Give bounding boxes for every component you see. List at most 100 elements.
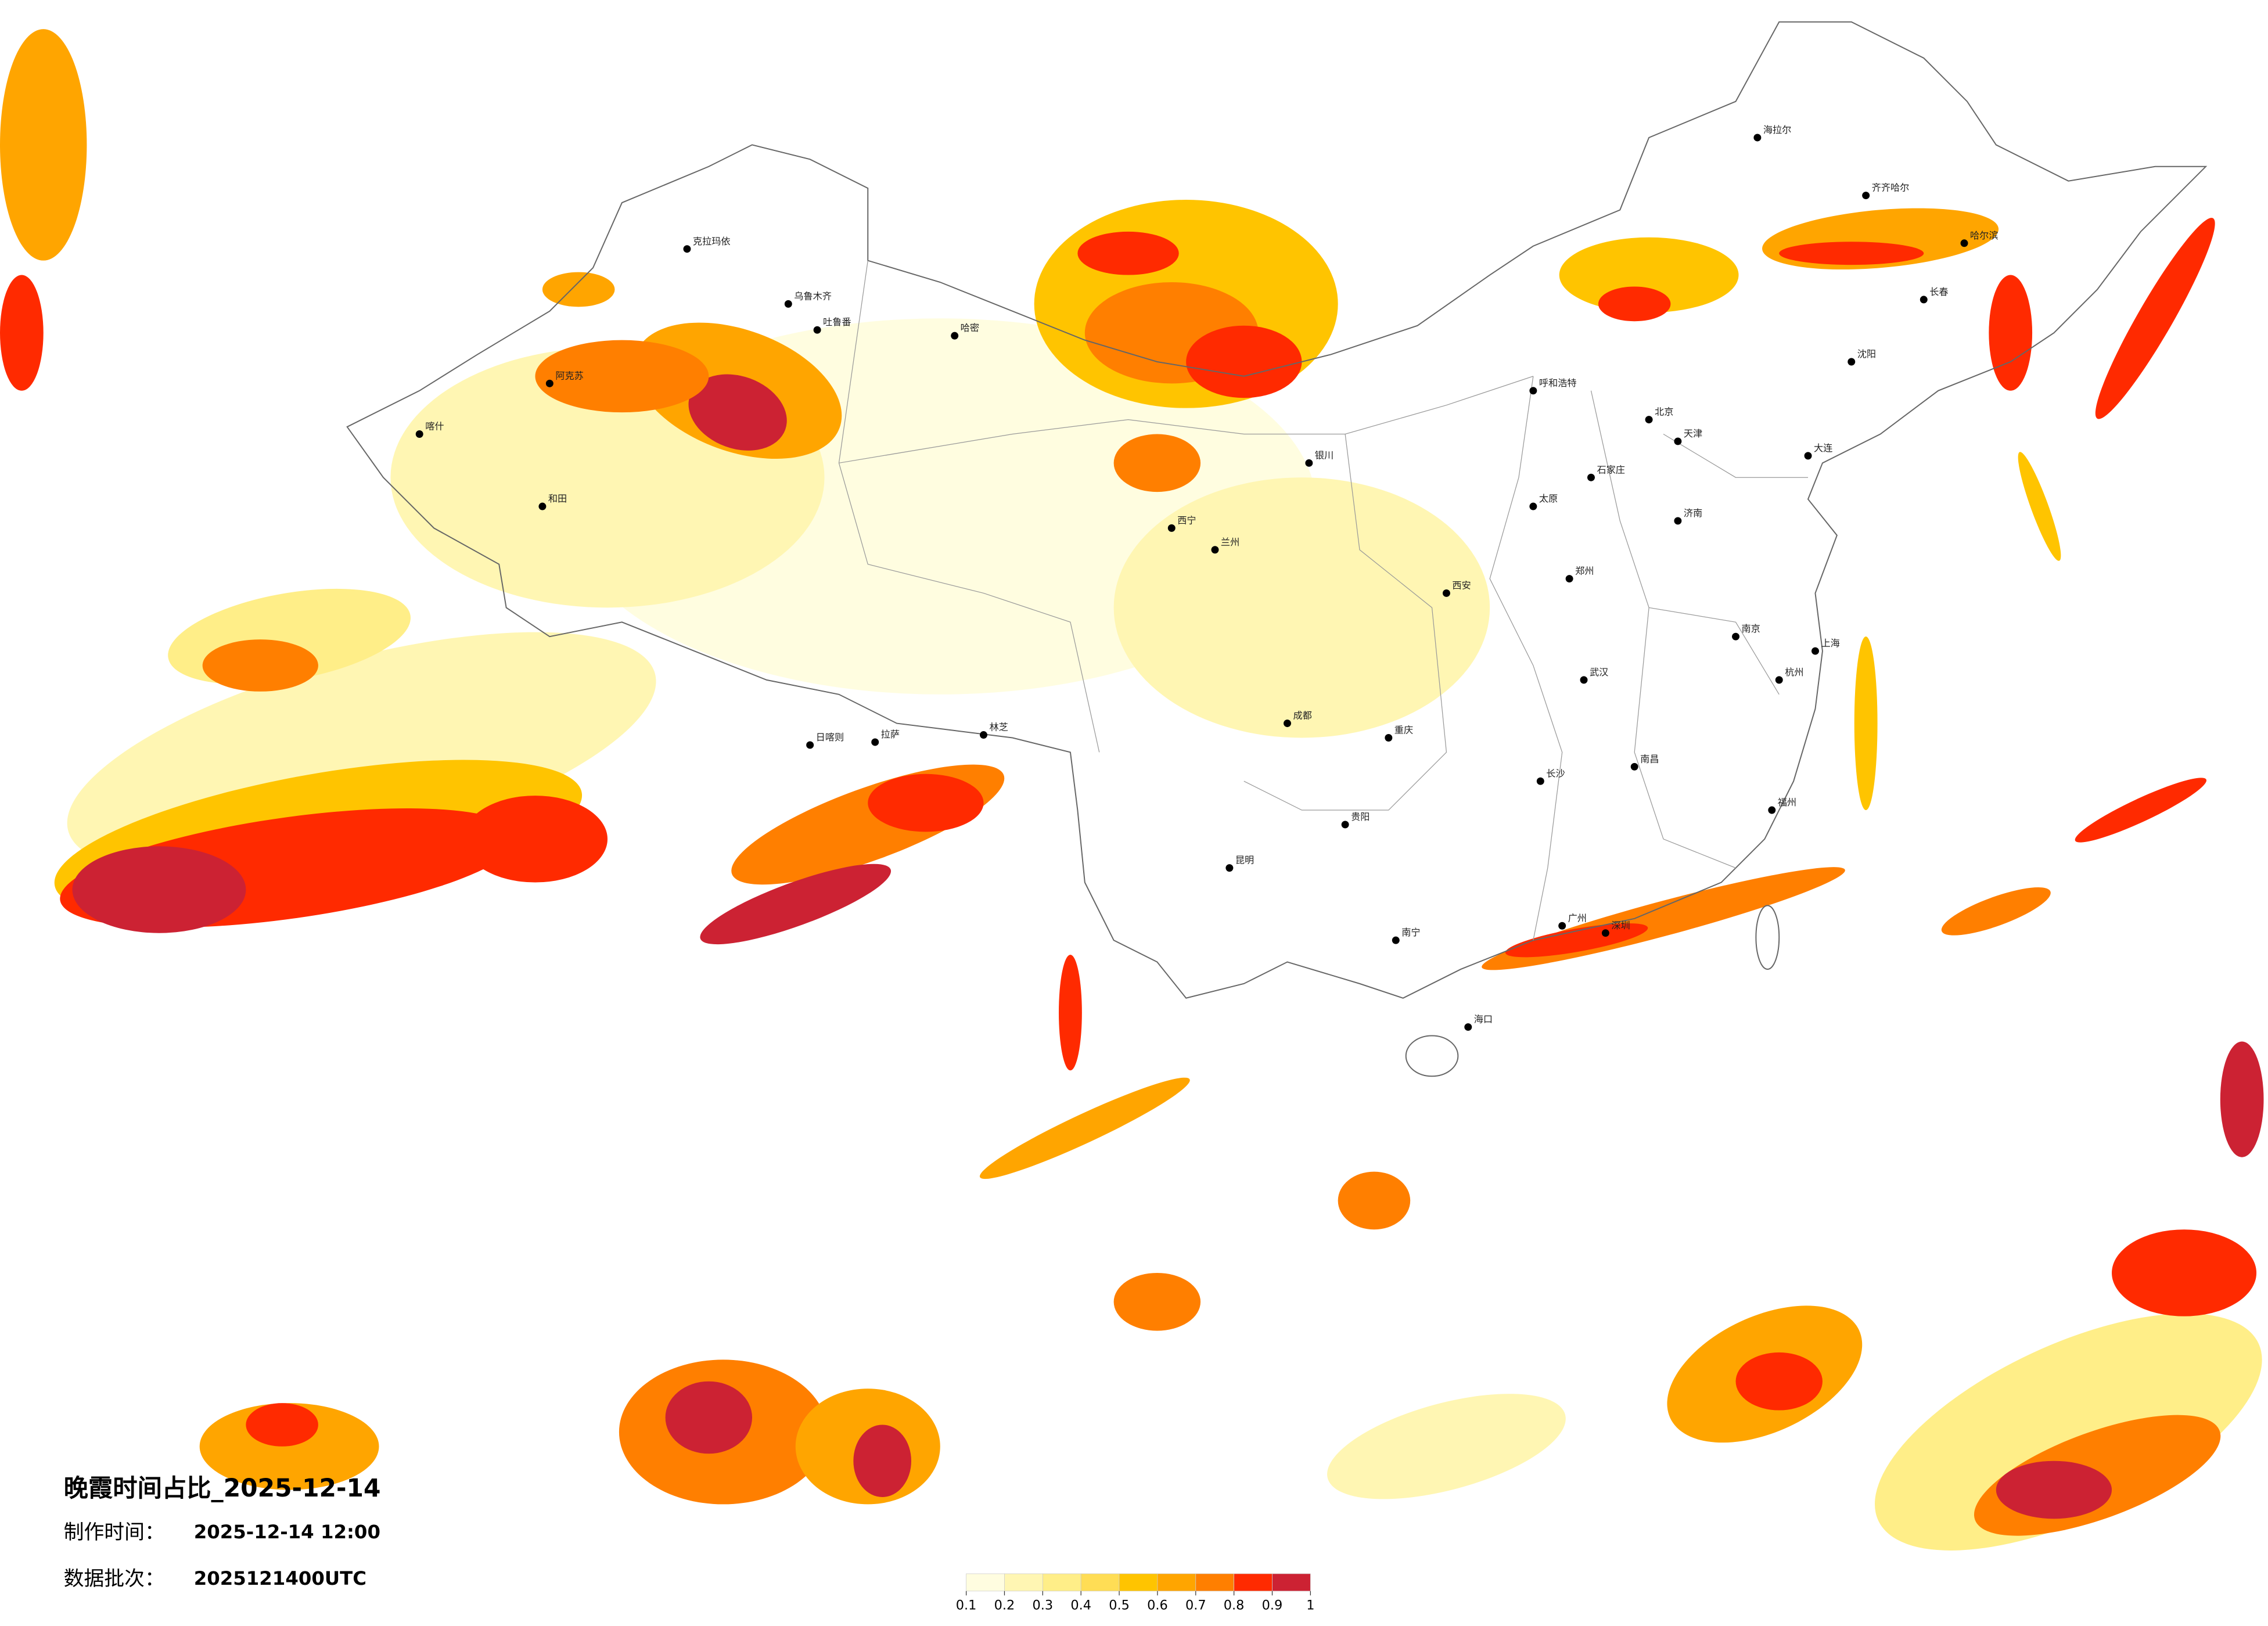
colorbar-swatch: [966, 1573, 1005, 1592]
city-label: 和田: [548, 493, 567, 504]
colorbar-tick-label: 1: [1306, 1598, 1314, 1613]
city-label: 银川: [1315, 449, 1334, 461]
hainan-outline: [1405, 1035, 1459, 1077]
city-dot: [1529, 387, 1537, 395]
cloud-blob: [1779, 242, 1924, 265]
batch-label: 数据批次：: [64, 1567, 165, 1591]
city-dot: [1920, 296, 1928, 304]
city-dot: [683, 245, 691, 253]
colorbar-tick-label: 0.3: [1033, 1598, 1054, 1613]
city-dot: [1862, 192, 1870, 200]
taiwan-outline: [1755, 905, 1780, 970]
city-label: 沈阳: [1857, 348, 1876, 359]
cloud-blob: [199, 1403, 379, 1490]
colorbar-swatch: [1272, 1573, 1311, 1592]
colorbar: 0.1 0.2 0.3 0.4 0.5 0.6 0.7 0.8 0.9 1: [956, 1573, 1314, 1613]
colorbar-swatch: [1234, 1573, 1273, 1592]
city-label: 武汉: [1590, 667, 1608, 678]
country-outline: [346, 21, 2208, 999]
city-dot: [806, 741, 814, 749]
city-label: 杭州: [1785, 667, 1803, 678]
cloud-blob: [1735, 1352, 1823, 1411]
city-label: 兰州: [1221, 537, 1239, 548]
city-dot: [1167, 524, 1176, 532]
city-label: 林芝: [989, 722, 1008, 733]
city-label: 拉萨: [881, 729, 900, 740]
cloud-blob: [853, 1424, 911, 1497]
city-dot: [1960, 239, 1968, 247]
city-label: 南昌: [1640, 753, 1659, 764]
city-label: 天津: [1684, 428, 1702, 439]
city-dot: [1674, 437, 1682, 445]
colorbar-swatch: [1195, 1573, 1234, 1592]
info: 晚霞时间占比_2025-12-14 制作时间： 2025-12-14 12:00…: [64, 1474, 381, 1591]
cloud-blob: [1113, 1272, 1201, 1331]
city-dot: [1225, 864, 1234, 872]
colorbar-swatch: [1080, 1573, 1120, 1592]
city-label: 乌鲁木齐: [794, 290, 832, 301]
city-label: 阿克苏: [555, 370, 584, 381]
city-label: 长春: [1929, 286, 1948, 297]
city-dot: [1775, 676, 1783, 684]
cloud-blob: [2095, 218, 2215, 419]
city-dot: [951, 332, 959, 340]
city-label: 海拉尔: [1763, 124, 1792, 135]
province-lines: [838, 260, 1809, 941]
city-label: 吐鲁番: [823, 316, 851, 328]
city-label: 北京: [1655, 406, 1673, 418]
city-dot: [1768, 806, 1776, 814]
city-label: 石家庄: [1597, 464, 1625, 475]
cloud-blob: [1598, 286, 1671, 322]
city-dot: [1804, 452, 1812, 460]
city-label: 重庆: [1394, 725, 1413, 736]
cloud-blob: [462, 796, 608, 883]
city-dot: [1732, 632, 1739, 641]
cloud-blob: [246, 1403, 318, 1447]
cloud-blob: [1113, 434, 1201, 492]
city-dot: [415, 430, 423, 438]
colorbar-tick-label: 0.8: [1224, 1598, 1245, 1613]
city-dot: [1385, 734, 1393, 742]
city-label: 成都: [1293, 710, 1311, 721]
city-dot: [545, 379, 553, 387]
city-dot: [1536, 777, 1544, 785]
colorbar-tick-label: 0.1: [956, 1598, 977, 1613]
city-label: 西安: [1452, 580, 1471, 591]
cloud-blob: [2112, 1229, 2257, 1316]
cloud-blob: [2220, 1041, 2264, 1157]
city-label: 喀什: [425, 421, 444, 432]
cloud-blob: [0, 275, 44, 391]
title: 晚霞时间占比_2025-12-14: [64, 1474, 381, 1502]
cloud-blob: [1854, 636, 1878, 811]
city-dot: [1392, 936, 1400, 944]
cloud-blob: [542, 272, 615, 307]
city-dot: [1753, 134, 1762, 142]
city-dot: [1565, 575, 1573, 583]
city-dot: [813, 326, 821, 334]
city-label: 昆明: [1235, 855, 1254, 866]
city-dot: [871, 738, 879, 746]
cloud-field: [0, 29, 2264, 1551]
cloud-blob: [0, 29, 87, 261]
city-label: 南宁: [1401, 927, 1420, 938]
city-dot: [1580, 676, 1588, 684]
city-label: 郑州: [1575, 566, 1594, 577]
city-label: 上海: [1821, 638, 1839, 649]
city-dot: [1305, 459, 1313, 467]
cloud-blob: [2075, 778, 2207, 843]
city-dot: [1529, 502, 1537, 510]
city-label: 深圳: [1611, 920, 1630, 931]
cloud-blob: [1186, 325, 1302, 398]
city-dot: [1848, 358, 1856, 366]
colorbar-swatch: [1042, 1573, 1081, 1592]
cloud-blob: [1875, 1313, 2262, 1551]
city-label: 海口: [1474, 1014, 1493, 1025]
city-dot: [1811, 647, 1819, 655]
boundaries: [346, 21, 2208, 1077]
cloud-blob: [1996, 1460, 2112, 1519]
made-label: 制作时间：: [64, 1521, 165, 1544]
cloud-blob: [868, 774, 984, 832]
cloud-blob: [1941, 887, 2051, 936]
cloud-blob: [1327, 1394, 1566, 1499]
